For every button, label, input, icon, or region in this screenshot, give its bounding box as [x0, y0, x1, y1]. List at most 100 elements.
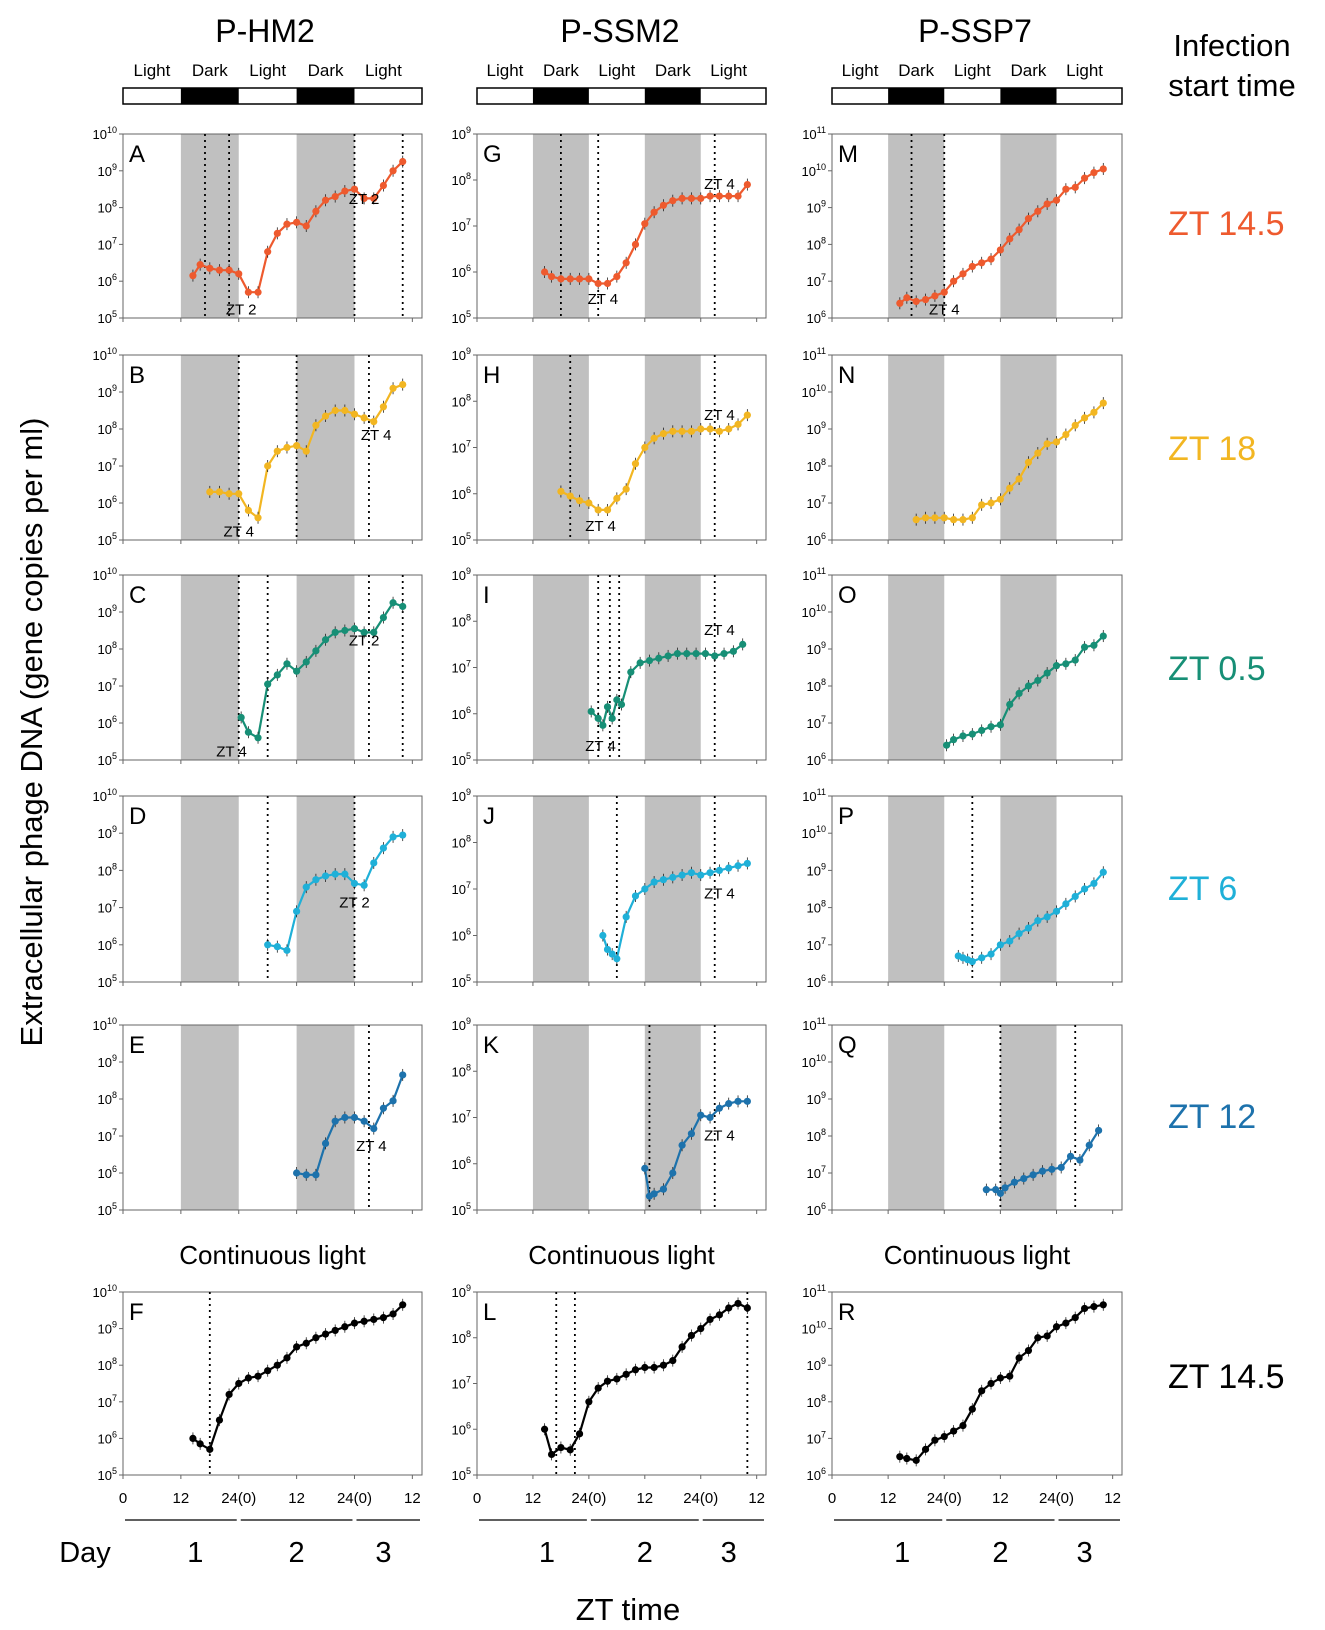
panel-letter: H — [483, 362, 500, 389]
data-point — [631, 1366, 640, 1374]
panel-K: 105 106 107 108 109 ZT 4 K — [452, 1016, 767, 1218]
y-tick-label: 1010 — [93, 1016, 117, 1033]
data-point — [734, 192, 742, 200]
y-tick-label: 1011 — [802, 566, 826, 583]
data-point — [350, 625, 359, 633]
data-point — [1052, 1323, 1061, 1331]
panel-letter: O — [838, 582, 857, 609]
y-tick-label: 109 — [98, 1053, 117, 1070]
annotation-label: ZT 4 — [356, 1138, 387, 1155]
x-tick-label: 24(0) — [1039, 1490, 1074, 1507]
y-tick-label: 109 — [807, 640, 826, 657]
data-point — [360, 194, 368, 202]
data-point — [1043, 200, 1051, 208]
series-line — [899, 1303, 1104, 1462]
day-number: 3 — [1077, 1537, 1093, 1569]
data-point — [341, 187, 349, 195]
data-point — [293, 1343, 301, 1351]
data-point — [235, 270, 243, 278]
data-point — [650, 208, 658, 216]
data-point — [978, 501, 986, 509]
dark-shade — [532, 796, 589, 982]
dark-shade — [1000, 575, 1057, 760]
column-titles: P-HM2 P-SSM2 P-SSP7 — [215, 13, 1032, 49]
data-point — [603, 945, 612, 954]
light-bar-label: Light — [842, 61, 879, 80]
y-tick-label: 107 — [98, 899, 117, 916]
data-point — [370, 859, 378, 867]
dark-shade — [888, 575, 945, 760]
day-number: 1 — [894, 1537, 910, 1569]
x-tick-label: 12 — [992, 1490, 1009, 1507]
data-point — [912, 516, 920, 524]
row-label-5: ZT 12 — [1168, 1098, 1256, 1136]
plot-frame — [122, 795, 423, 983]
data-point — [370, 1315, 378, 1324]
panel-letter: J — [483, 803, 495, 830]
data-point — [687, 869, 696, 877]
data-point — [283, 443, 291, 452]
panel-M: 106 107 108 109 1010 1011 ZT 4 M — [802, 125, 1123, 326]
y-axis-label: Extracellular phage DNA (gene copies per… — [14, 418, 49, 1047]
data-point — [987, 255, 995, 263]
data-point — [912, 297, 920, 306]
dark-shade — [180, 796, 239, 982]
data-point — [1052, 907, 1061, 915]
y-tick-label: 109 — [452, 1016, 471, 1033]
data-point — [302, 447, 310, 455]
data-point — [1015, 226, 1023, 234]
data-point — [273, 229, 281, 237]
y-tick-label: 1010 — [93, 125, 117, 142]
data-point — [743, 181, 751, 189]
data-point — [225, 1390, 233, 1399]
annotation-label: ZT 4 — [588, 291, 619, 308]
data-point — [1052, 438, 1061, 446]
light-bar-label: Dark — [192, 61, 228, 80]
light-dark-bars: Light Dark Light Dark Light Light Dark Light Dar… — [122, 61, 1123, 105]
data-point — [370, 418, 378, 426]
data-point — [1034, 207, 1042, 215]
data-point — [706, 869, 714, 877]
data-point — [360, 414, 368, 422]
x-tick-label: 0 — [473, 1490, 481, 1507]
light-bar-label: Dark — [655, 61, 691, 80]
data-point — [575, 275, 584, 283]
x-axis-col-2: 0 12 24(0) 12 24(0) 121 2 3 — [473, 1490, 765, 1569]
x-tick-label: 12 — [748, 1490, 765, 1507]
plot-frame — [122, 574, 423, 761]
data-point — [379, 844, 388, 852]
continuous-light-labels: Continuous light Continuous light Continuo… — [179, 1240, 1071, 1270]
panel-O: 106 107 108 109 1010 1011 O — [802, 566, 1123, 768]
data-point — [673, 650, 682, 658]
data-point — [321, 412, 330, 420]
y-tick-label: 1011 — [802, 346, 826, 363]
data-point — [706, 1113, 714, 1122]
data-point — [1080, 885, 1089, 893]
data-point — [370, 194, 378, 202]
y-tick-label: 106 — [807, 1201, 826, 1218]
data-point — [683, 650, 691, 658]
y-tick-label: 109 — [98, 824, 117, 841]
light-bar-label: Dark — [898, 61, 934, 80]
x-tick-label: 0 — [119, 1490, 127, 1507]
panel-letter: C — [129, 582, 146, 609]
day-number: 1 — [187, 1537, 203, 1569]
y-tick-label: 108 — [98, 640, 117, 657]
x-axis-col-1: 0 12 24(0) 12 24(0) 121 2 3 — [119, 1490, 421, 1569]
row-label-4: ZT 6 — [1168, 870, 1237, 908]
dark-shade — [644, 134, 701, 318]
y-tick-label: 1010 — [802, 603, 826, 620]
dark-period — [180, 88, 239, 104]
y-tick-label: 105 — [98, 531, 117, 548]
data-point — [547, 273, 556, 281]
data-point — [254, 514, 262, 522]
y-tick-label: 107 — [807, 1429, 826, 1446]
dark-period — [888, 88, 945, 104]
y-tick-label: 1010 — [802, 1053, 826, 1070]
dark-shade — [888, 134, 945, 318]
y-tick-label: 105 — [452, 1201, 471, 1218]
y-tick-label: 106 — [98, 714, 117, 731]
row-label-1: ZT 14.5 — [1168, 205, 1285, 243]
y-tick-label: 108 — [807, 899, 826, 916]
